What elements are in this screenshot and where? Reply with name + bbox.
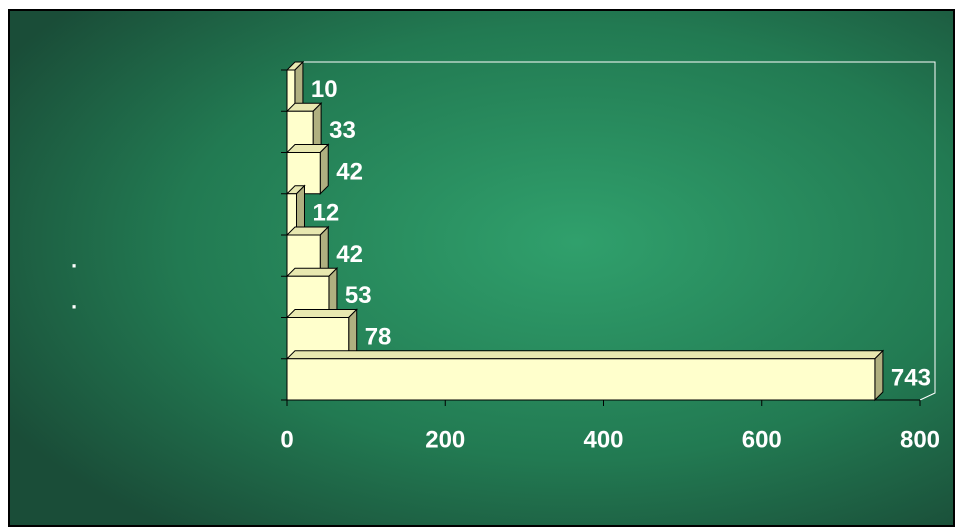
bar-front [286, 358, 876, 401]
y-tick-label: . [71, 289, 77, 314]
value-label: 42 [336, 158, 363, 185]
bar-top [285, 350, 885, 360]
x-tick-label: 0 [280, 426, 293, 453]
panel [8, 9, 955, 527]
value-label: 743 [891, 365, 931, 392]
value-label: 78 [365, 323, 392, 350]
bar-side [319, 143, 329, 195]
value-label: 12 [312, 200, 339, 227]
value-label: 42 [336, 241, 363, 268]
x-tick-label: 400 [583, 426, 623, 453]
bar-top [285, 309, 358, 318]
bar [285, 349, 885, 402]
bar [285, 143, 330, 195]
x-tick-label: 800 [900, 426, 940, 453]
x-tick-label: 600 [742, 426, 782, 453]
bar-side [874, 349, 884, 402]
value-label: 10 [311, 76, 338, 103]
x-tick-label: 200 [425, 426, 465, 453]
value-label: 53 [345, 282, 372, 309]
back-wall [297, 61, 936, 401]
bar [285, 60, 305, 113]
value-label: 33 [329, 117, 356, 144]
y-tick-label: . [71, 247, 77, 272]
